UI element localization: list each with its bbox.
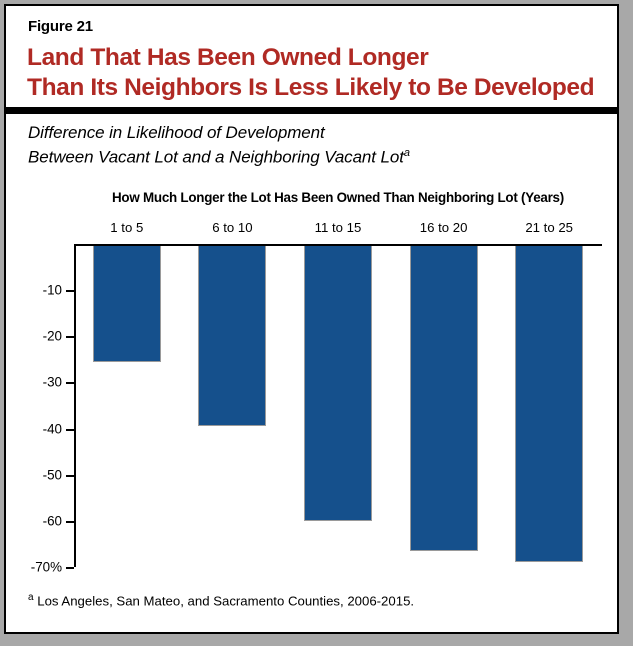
bar-21-to-25 <box>515 244 584 563</box>
bar-slot <box>285 244 391 567</box>
bar-slot <box>74 244 180 567</box>
x-axis-tick-label: 16 to 20 <box>419 220 468 235</box>
headline-line-1: Land That Has Been Owned Longer <box>27 44 429 71</box>
bar-slot <box>180 244 286 567</box>
footnote: a Los Angeles, San Mateo, and Sacramento… <box>28 592 414 608</box>
x-axis-title: How Much Longer the Lot Has Been Owned T… <box>112 190 564 205</box>
bar-1-to-5 <box>92 244 161 362</box>
y-tick-label: -20 <box>42 328 62 344</box>
y-tick-mark <box>66 520 74 523</box>
x-axis-category-labels: 1 to 5 6 to 10 11 to 15 16 to 20 21 to 2… <box>74 220 602 235</box>
y-tick-label: -50 <box>42 467 62 483</box>
bar-6-to-10 <box>198 244 267 427</box>
subtitle-line-1: Difference in Likelihood of Development <box>28 123 325 142</box>
footnote-text: Los Angeles, San Mateo, and Sacramento C… <box>37 593 415 609</box>
bar-chart: How Much Longer the Lot Has Been Owned T… <box>6 6 617 632</box>
y-tick-mark <box>66 428 74 431</box>
subtitle-footnote-marker: a <box>403 147 410 159</box>
bar-series <box>74 244 602 567</box>
x-axis-tick-label: 21 to 25 <box>525 220 573 235</box>
zero-baseline <box>74 244 602 246</box>
footnote-marker: a <box>28 592 34 603</box>
subtitle-line-2: Between Vacant Lot and a Neighboring Vac… <box>28 147 410 168</box>
y-tick-label: -40 <box>42 421 62 437</box>
x-axis-tick-label: 6 to 10 <box>212 220 253 235</box>
x-axis-tick-label: 1 to 5 <box>110 220 144 235</box>
bar-slot <box>391 244 497 567</box>
y-tick-label: -70% <box>30 559 62 575</box>
bar-16-to-20 <box>409 244 478 551</box>
y-tick-label: -30 <box>42 374 62 390</box>
headline-line-2: Than Its Neighbors Is Less Likely to Be … <box>27 74 595 101</box>
subtitle-line-2-text: Between Vacant Lot and a Neighboring Vac… <box>28 147 404 167</box>
bar-11-to-15 <box>303 244 372 521</box>
y-axis-line <box>74 244 76 567</box>
y-tick-label: -60 <box>42 513 62 529</box>
plot-area: -10 -20 -30 -40 -50 -60 -70% <box>31 244 602 575</box>
y-tick-label: -10 <box>42 282 62 298</box>
y-tick-mark <box>66 336 74 339</box>
y-tick-mark <box>66 290 74 293</box>
x-axis-tick-label: 11 to 15 <box>314 220 362 235</box>
title-divider-bar <box>6 107 617 114</box>
y-tick-mark <box>66 474 74 477</box>
bar-slot <box>496 244 602 567</box>
y-tick-mark <box>66 382 74 385</box>
y-tick-mark <box>66 567 74 569</box>
figure-number: Figure 21 <box>28 18 93 35</box>
figure-panel: Figure 21 Land That Has Been Owned Longe… <box>4 4 619 634</box>
